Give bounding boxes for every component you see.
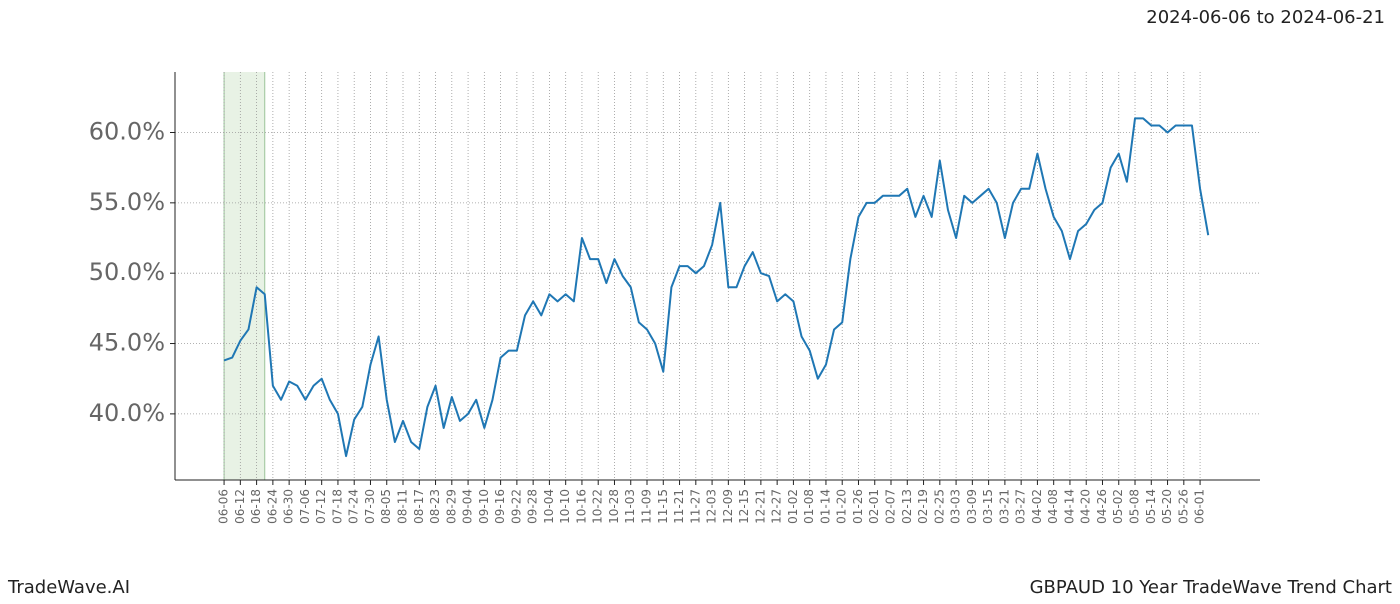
x-tick-label: 03-03 — [949, 489, 963, 524]
x-tick-label: 06-12 — [233, 489, 247, 524]
y-tick-label: 50.0% — [89, 258, 165, 286]
y-tick-label: 60.0% — [89, 117, 165, 145]
x-tick-label: 08-05 — [379, 489, 393, 524]
brand: TradeWave.AI — [7, 577, 130, 598]
x-tick-label: 05-20 — [1160, 489, 1174, 524]
x-tick-label: 07-12 — [314, 489, 328, 524]
x-tick-label: 01-26 — [851, 489, 865, 524]
x-tick-label: 02-07 — [884, 489, 898, 524]
x-tick-label: 03-15 — [981, 489, 995, 524]
x-tick-label: 06-18 — [249, 489, 263, 524]
x-tick-label: 01-08 — [802, 489, 816, 524]
x-tick-label: 07-30 — [363, 489, 377, 524]
chart-title: GBPAUD 10 Year TradeWave Trend Chart — [1030, 577, 1392, 598]
x-tick-label: 10-22 — [591, 489, 605, 524]
x-tick-label: 09-10 — [477, 489, 491, 524]
x-tick-label: 12-09 — [721, 489, 735, 524]
x-tick-label: 09-16 — [493, 489, 507, 524]
x-tick-label: 11-21 — [672, 489, 686, 524]
x-tick-label: 07-18 — [330, 489, 344, 524]
x-tick-label: 12-21 — [753, 489, 767, 524]
date-range: 2024-06-06 to 2024-06-21 — [1146, 7, 1385, 28]
x-tick-label: 03-09 — [965, 489, 979, 524]
x-tick-label: 01-02 — [786, 489, 800, 524]
x-tick-label: 12-15 — [737, 489, 751, 524]
x-tick-label: 03-27 — [1014, 489, 1028, 524]
x-tick-label: 08-23 — [428, 489, 442, 524]
x-tick-label: 05-26 — [1176, 489, 1190, 524]
x-tick-label: 02-25 — [932, 489, 946, 524]
x-tick-label: 06-24 — [265, 489, 279, 524]
x-tick-label: 11-27 — [688, 489, 702, 524]
x-tick-label: 05-08 — [1128, 489, 1142, 524]
x-tick-label: 04-26 — [1095, 489, 1109, 524]
x-tick-label: 08-17 — [412, 489, 426, 524]
x-tick-label: 01-14 — [818, 489, 832, 524]
x-tick-label: 04-08 — [1046, 489, 1060, 524]
y-tick-label: 40.0% — [89, 399, 165, 427]
x-tick-label: 03-21 — [997, 489, 1011, 524]
highlight-band — [224, 72, 265, 480]
x-tick-label: 08-11 — [396, 489, 410, 524]
y-tick-label: 55.0% — [89, 188, 165, 216]
x-tick-label: 10-10 — [558, 489, 572, 524]
x-tick-label: 11-15 — [656, 489, 670, 524]
x-tick-label: 04-14 — [1062, 489, 1076, 524]
x-tick-label: 06-01 — [1193, 489, 1207, 524]
trend-line — [223, 117, 1210, 458]
y-tick-label: 45.0% — [89, 329, 165, 357]
x-tick-label: 09-04 — [461, 489, 475, 524]
x-tick-label: 12-27 — [770, 489, 784, 524]
x-tick-label: 01-20 — [835, 489, 849, 524]
x-tick-label: 07-06 — [298, 489, 312, 524]
x-tick-label: 08-29 — [444, 489, 458, 524]
x-tick-label: 09-22 — [509, 489, 523, 524]
x-tick-label: 04-20 — [1079, 489, 1093, 524]
x-tick-label: 05-14 — [1144, 489, 1158, 524]
x-tick-label: 11-09 — [640, 489, 654, 524]
x-tick-label: 02-13 — [900, 489, 914, 524]
x-tick-label: 10-04 — [542, 489, 556, 524]
x-tick-label: 10-28 — [607, 489, 621, 524]
x-tick-label: 05-02 — [1111, 489, 1125, 524]
x-tick-label: 10-16 — [574, 489, 588, 524]
x-tick-label: 02-19 — [916, 489, 930, 524]
x-tick-label: 06-30 — [282, 489, 296, 524]
x-tick-label: 02-01 — [867, 489, 881, 524]
x-tick-label: 04-02 — [1030, 489, 1044, 524]
x-tick-label: 12-03 — [705, 489, 719, 524]
x-tick-label: 07-24 — [347, 489, 361, 524]
x-tick-label: 11-03 — [623, 489, 637, 524]
x-tick-label: 06-06 — [217, 489, 231, 524]
x-tick-label: 09-28 — [526, 489, 540, 524]
